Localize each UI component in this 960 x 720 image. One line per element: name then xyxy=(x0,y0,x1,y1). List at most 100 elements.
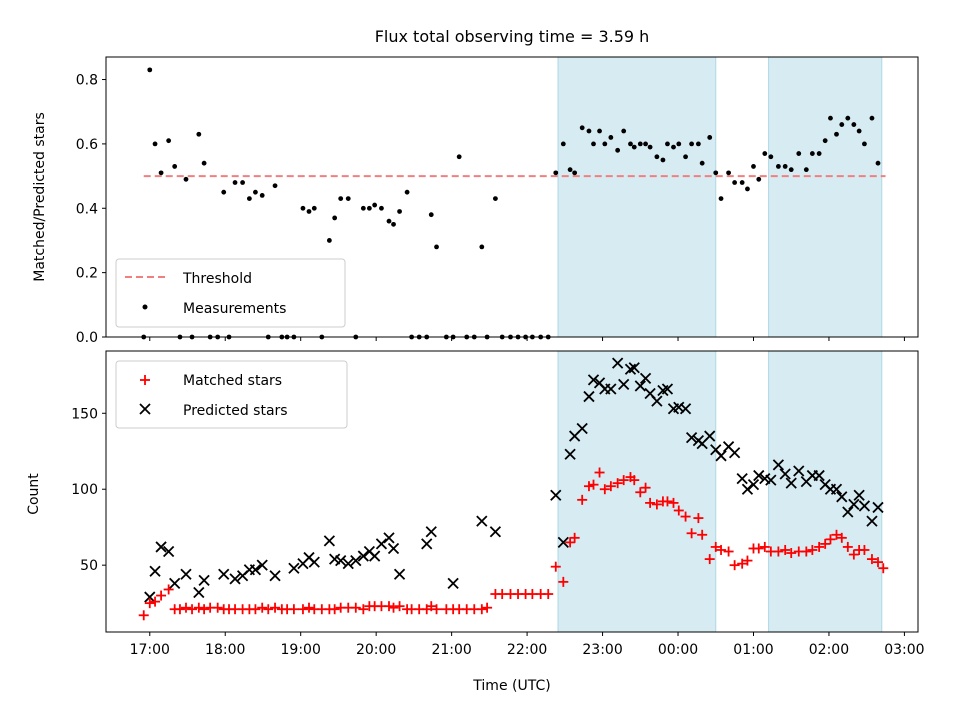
predicted-stroke xyxy=(576,422,588,435)
measurement-point xyxy=(366,205,372,211)
predicted-star-point xyxy=(618,378,630,391)
measurement-point xyxy=(253,189,258,195)
matched-star-point xyxy=(550,561,561,572)
matched-star-point xyxy=(543,589,554,600)
measurement-point xyxy=(391,221,396,227)
measurement-point xyxy=(428,212,434,218)
predicted-stroke xyxy=(557,536,569,549)
matched-star-point xyxy=(350,602,361,613)
matched-star-point xyxy=(742,555,753,566)
matched-star-point xyxy=(257,602,268,613)
predicted-stroke xyxy=(308,556,320,568)
legend-measurements-swatch xyxy=(142,304,148,310)
bottom-axes-frame xyxy=(105,350,919,633)
matched-star-point xyxy=(605,481,616,492)
top-legend-box xyxy=(115,258,346,328)
predicted-stroke xyxy=(704,430,716,442)
predicted-stroke xyxy=(447,577,459,590)
measurement-point xyxy=(300,205,306,211)
predicted-star-point xyxy=(612,357,624,369)
matched-star-point xyxy=(383,601,394,612)
matched-star-point xyxy=(156,590,167,601)
predicted-stroke xyxy=(793,465,805,477)
measurement-point xyxy=(665,141,670,147)
predicted-star-point xyxy=(624,363,637,375)
predicted-stroke xyxy=(661,383,674,395)
predicted-stroke xyxy=(342,558,354,570)
matched-star-point xyxy=(144,598,155,609)
predicted-stroke xyxy=(679,403,692,415)
bottom-xtick-label: 19:00 xyxy=(281,642,321,658)
predicted-star-point xyxy=(715,450,727,462)
predicted-stroke xyxy=(842,506,854,518)
predicted-star-point xyxy=(866,515,878,527)
predicted-star-point xyxy=(848,498,860,511)
predicted-stroke xyxy=(180,568,192,580)
bottom-y-ticks: 50 100 150 xyxy=(71,406,106,574)
measurement-point xyxy=(762,151,768,156)
matched-star-point xyxy=(759,541,770,552)
measurement-point xyxy=(745,186,750,192)
predicted-star-point xyxy=(375,538,388,550)
matched-star-point xyxy=(753,543,764,554)
predicted-star-point xyxy=(785,477,797,489)
matched-star-point xyxy=(187,604,198,615)
predicted-star-point xyxy=(489,526,502,538)
matched-star-point xyxy=(297,604,308,615)
predicted-stroke xyxy=(550,489,562,501)
predicted-stroke xyxy=(618,378,630,391)
matched-star-point xyxy=(780,544,791,555)
measurement-point xyxy=(615,147,621,153)
predicted-stroke xyxy=(476,515,488,527)
bottom-xtick-label: 00:00 xyxy=(658,642,698,658)
measurement-point xyxy=(259,192,265,198)
matched-star-point xyxy=(612,478,623,489)
measurement-point xyxy=(379,205,384,211)
predicted-stroke xyxy=(593,377,606,389)
predicted-star-point xyxy=(605,383,617,395)
predicted-stroke xyxy=(249,564,262,576)
top-ytick-label: 0.6 xyxy=(76,137,98,153)
top-panel: 0.00.20.40.60.8 Matched/Predicted stars … xyxy=(32,56,919,346)
matched-star-point xyxy=(662,496,673,507)
predicted-star-point xyxy=(685,431,698,444)
bottom-xtick-label: 22:00 xyxy=(507,642,547,658)
measurement-point xyxy=(338,196,344,202)
matched-star-point xyxy=(710,541,721,552)
matched-star-point xyxy=(878,563,889,574)
predicted-stroke xyxy=(853,489,865,501)
predicted-star-points xyxy=(144,357,884,603)
measurement-point xyxy=(332,215,338,221)
predicted-star-point xyxy=(308,556,320,568)
bottom-legend-box xyxy=(115,360,348,429)
measurement-point xyxy=(631,144,637,150)
top-x-ticks xyxy=(149,337,905,341)
predicted-stroke xyxy=(229,573,241,585)
legend-predicted-swatch xyxy=(139,403,151,415)
bottom-band-1 xyxy=(768,350,883,633)
measurement-point xyxy=(816,151,822,156)
predicted-star-point xyxy=(872,501,884,514)
matched-star-point xyxy=(577,494,588,505)
predicted-stroke xyxy=(772,459,785,471)
matched-star-point xyxy=(825,534,836,545)
matched-star-point xyxy=(599,484,610,495)
matched-star-point xyxy=(697,529,708,540)
predicted-stroke xyxy=(425,526,437,538)
matched-star-point xyxy=(814,541,825,552)
predicted-star-point xyxy=(673,401,685,413)
measurement-point xyxy=(689,141,695,147)
top-band-1 xyxy=(768,56,883,338)
matched-star-point xyxy=(820,538,831,549)
measurement-point xyxy=(602,141,608,147)
predicted-star-point xyxy=(357,550,369,562)
predicted-stroke xyxy=(759,472,771,485)
matched-star-point xyxy=(831,529,842,540)
predicted-stroke xyxy=(329,553,341,565)
predicted-star-point xyxy=(387,542,400,555)
predicted-stroke xyxy=(634,380,646,392)
predicted-star-point xyxy=(229,573,241,585)
bottom-panel: 50 100 150 17:00 18:00 19:00 20:00 21:00 22:00 2… xyxy=(26,350,925,694)
top-ytick-label: 0.4 xyxy=(76,201,98,217)
